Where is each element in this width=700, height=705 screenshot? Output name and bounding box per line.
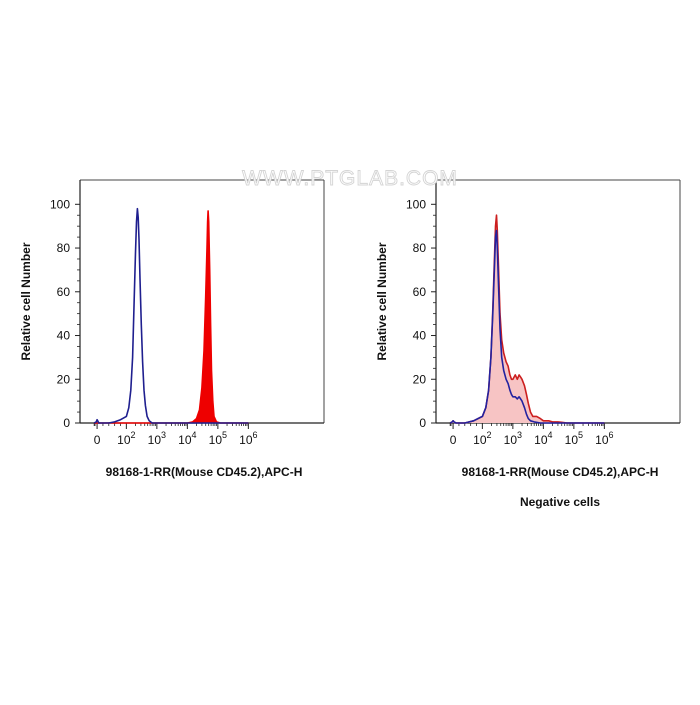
y-tick-label: 80 — [413, 241, 427, 255]
histogram-line-series-0 — [93, 207, 249, 424]
y-tick-label: 100 — [50, 197, 70, 211]
x-tick-label: 103 — [148, 430, 166, 447]
x-axis-title: 98168-1-RR(Mouse CD45.2),APC-H — [462, 465, 659, 479]
y-axis-title: Relative cell Number — [19, 242, 33, 360]
y-tick-label: 20 — [57, 372, 71, 386]
histogram-panel-left: 0 20 40 60 80 100 0 102 103 104 105 106 Relative cel… — [19, 179, 325, 479]
x-tick-label: 104 — [178, 430, 196, 447]
x-tick-label: 102 — [117, 430, 135, 447]
histogram-line-series-1 — [94, 210, 249, 424]
x-axis-title: 98168-1-RR(Mouse CD45.2),APC-H — [106, 465, 303, 479]
y-tick-label: 0 — [63, 416, 70, 430]
histogram-panel-right: 0 20 40 60 80 100 0 102 103 104 105 106 Relative cel… — [375, 179, 681, 509]
x-tick-label: 106 — [595, 430, 613, 447]
x-tick-label: 106 — [239, 430, 257, 447]
histogram-fill-series-0 — [450, 215, 605, 423]
x-tick-label: 105 — [565, 430, 583, 447]
histogram-line-series-1 — [449, 229, 605, 424]
watermark: WWW.PTGLAB.COM — [242, 167, 458, 190]
y-tick-label: 40 — [413, 329, 427, 343]
x-tick-label: 0 — [94, 433, 101, 447]
histogram-line-series-0 — [449, 214, 605, 424]
y-tick-label: 80 — [57, 241, 71, 255]
y-tick-label: 40 — [57, 329, 71, 343]
y-tick-label: 100 — [406, 197, 426, 211]
x-tick-label: 102 — [473, 430, 491, 447]
y-axis-title: Relative cell Number — [375, 242, 389, 360]
panel-caption: Negative cells — [520, 495, 600, 509]
x-tick-label: 0 — [450, 433, 457, 447]
y-tick-label: 60 — [57, 285, 71, 299]
x-tick-label: 103 — [504, 430, 522, 447]
histogram-fill-series-1 — [94, 210, 249, 423]
y-tick-label: 0 — [419, 416, 426, 430]
y-tick-label: 60 — [413, 285, 427, 299]
x-tick-label: 104 — [534, 430, 552, 447]
y-tick-label: 20 — [413, 372, 427, 386]
x-tick-label: 105 — [209, 430, 227, 447]
